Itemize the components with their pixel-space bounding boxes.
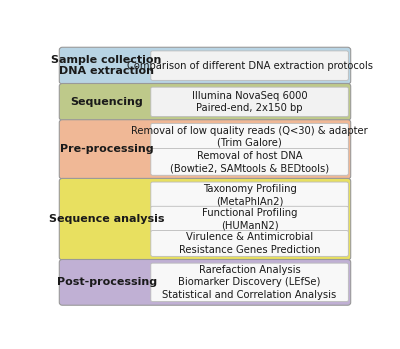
FancyBboxPatch shape xyxy=(59,178,351,260)
Text: Rarefaction Analysis
Biomarker Discovery (LEfSe)
Statistical and Correlation Ana: Rarefaction Analysis Biomarker Discovery… xyxy=(162,265,337,300)
Text: Taxonomy Profiling
(MetaPhlAn2): Taxonomy Profiling (MetaPhlAn2) xyxy=(203,184,296,206)
FancyBboxPatch shape xyxy=(151,231,348,257)
FancyBboxPatch shape xyxy=(151,182,348,208)
FancyBboxPatch shape xyxy=(151,149,348,175)
Text: Sequence analysis: Sequence analysis xyxy=(49,214,164,224)
Text: Sequencing: Sequencing xyxy=(70,97,143,107)
FancyBboxPatch shape xyxy=(59,260,351,305)
Text: Sample collection
DNA extraction: Sample collection DNA extraction xyxy=(52,55,162,76)
FancyBboxPatch shape xyxy=(151,263,348,302)
Text: Removal of low quality reads (Q<30) & adapter
(Trim Galore): Removal of low quality reads (Q<30) & ad… xyxy=(131,126,368,148)
FancyBboxPatch shape xyxy=(151,51,348,80)
FancyBboxPatch shape xyxy=(151,206,348,232)
Text: Illumina NovaSeq 6000
Paired-end, 2x150 bp: Illumina NovaSeq 6000 Paired-end, 2x150 … xyxy=(192,91,307,113)
Text: Virulence & Antimicrobial
Resistance Genes Prediction: Virulence & Antimicrobial Resistance Gen… xyxy=(179,232,320,255)
FancyBboxPatch shape xyxy=(151,124,348,150)
Text: Post-processing: Post-processing xyxy=(56,277,157,287)
FancyBboxPatch shape xyxy=(151,87,348,117)
FancyBboxPatch shape xyxy=(59,83,351,120)
FancyBboxPatch shape xyxy=(59,47,351,84)
FancyBboxPatch shape xyxy=(59,120,351,179)
Text: Removal of host DNA
(Bowtie2, SAMtools & BEDtools): Removal of host DNA (Bowtie2, SAMtools &… xyxy=(170,151,329,173)
Text: Functional Profiling
(HUManN2): Functional Profiling (HUManN2) xyxy=(202,208,297,230)
Text: Pre-processing: Pre-processing xyxy=(60,144,154,154)
Text: Comparison of different DNA extraction protocols: Comparison of different DNA extraction p… xyxy=(126,61,372,70)
